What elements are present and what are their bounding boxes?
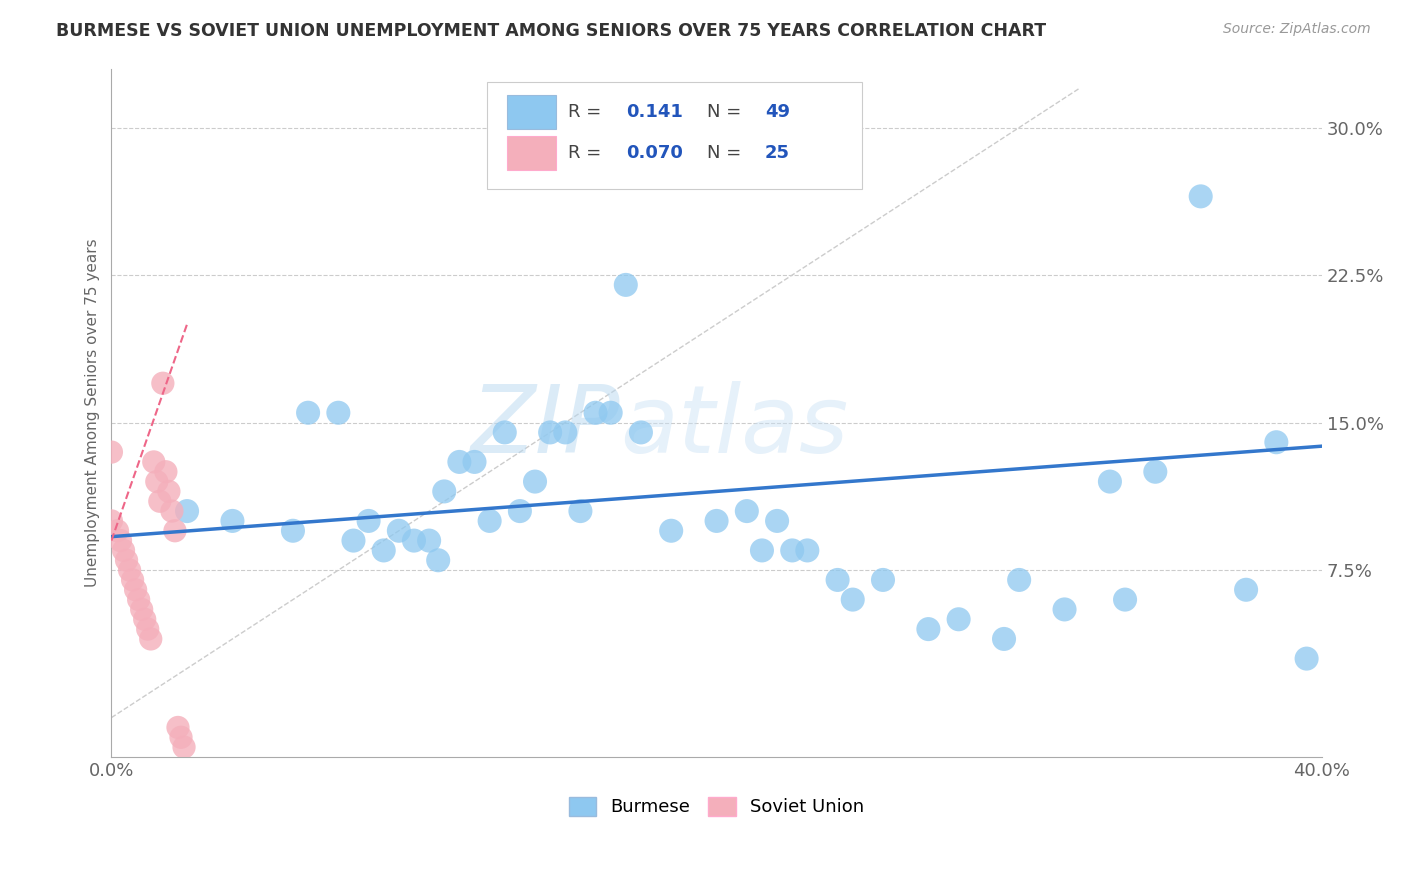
Point [1114, 592, 1136, 607]
Point [155, 465, 177, 479]
Point [585, 406, 607, 420]
Point [112, 543, 135, 558]
Point [388, 524, 411, 538]
Point [110, 533, 132, 548]
Point [478, 514, 501, 528]
Point [1234, 582, 1257, 597]
Point [157, 484, 180, 499]
Point [1144, 465, 1167, 479]
Point [463, 455, 485, 469]
Point [1008, 573, 1031, 587]
Point [599, 406, 621, 420]
Point [766, 514, 789, 528]
Point [614, 277, 637, 292]
Point [433, 484, 456, 499]
Point [128, 592, 150, 607]
Point [139, 632, 162, 646]
Point [107, 524, 129, 538]
Point [659, 524, 682, 538]
Point [449, 455, 471, 469]
Point [134, 612, 156, 626]
Point [1053, 602, 1076, 616]
Point [160, 504, 183, 518]
Point [509, 504, 531, 518]
Point [418, 533, 440, 548]
Point [1295, 651, 1317, 665]
Point [917, 622, 939, 636]
Point [328, 406, 350, 420]
Point [872, 573, 894, 587]
Text: R =: R = [568, 145, 607, 162]
Point [373, 543, 395, 558]
Point [100, 514, 122, 528]
Point [827, 573, 849, 587]
Text: atlas: atlas [620, 381, 848, 472]
Point [167, 721, 190, 735]
Point [796, 543, 818, 558]
Point [297, 406, 319, 420]
Point [494, 425, 516, 440]
Point [427, 553, 450, 567]
Point [115, 553, 138, 567]
Text: BURMESE VS SOVIET UNION UNEMPLOYMENT AMONG SENIORS OVER 75 YEARS CORRELATION CHA: BURMESE VS SOVIET UNION UNEMPLOYMENT AMO… [56, 22, 1046, 40]
Point [569, 504, 592, 518]
Point [1265, 435, 1288, 450]
Point [118, 563, 141, 577]
Point [675, 160, 697, 174]
Text: 0.070: 0.070 [626, 145, 683, 162]
Point [751, 543, 773, 558]
Text: ZIP: ZIP [470, 381, 620, 472]
Point [173, 740, 195, 755]
Text: 25: 25 [765, 145, 790, 162]
Text: N =: N = [707, 145, 747, 162]
FancyBboxPatch shape [486, 82, 862, 189]
Point [163, 524, 186, 538]
Point [221, 514, 243, 528]
Text: Source: ZipAtlas.com: Source: ZipAtlas.com [1223, 22, 1371, 37]
Point [706, 514, 728, 528]
Point [538, 425, 561, 440]
Point [146, 475, 169, 489]
Point [136, 622, 159, 636]
Text: 49: 49 [765, 103, 790, 121]
Point [524, 475, 547, 489]
Point [357, 514, 380, 528]
Text: R =: R = [568, 103, 607, 121]
Point [1189, 189, 1212, 203]
Point [1098, 475, 1121, 489]
Text: N =: N = [707, 103, 747, 121]
Point [402, 533, 425, 548]
Point [121, 573, 143, 587]
Point [841, 592, 863, 607]
Point [152, 376, 174, 391]
Point [149, 494, 172, 508]
Legend: Burmese, Soviet Union: Burmese, Soviet Union [562, 789, 872, 823]
Point [131, 602, 153, 616]
Text: 0.141: 0.141 [626, 103, 683, 121]
Point [170, 731, 193, 745]
Point [124, 582, 146, 597]
Point [993, 632, 1015, 646]
Point [630, 425, 652, 440]
Point [281, 524, 304, 538]
FancyBboxPatch shape [508, 136, 555, 170]
FancyBboxPatch shape [508, 95, 555, 129]
Point [100, 445, 122, 459]
Point [554, 425, 576, 440]
Y-axis label: Unemployment Among Seniors over 75 years: Unemployment Among Seniors over 75 years [86, 238, 100, 587]
Point [342, 533, 364, 548]
Point [176, 504, 198, 518]
Point [142, 455, 165, 469]
Point [780, 543, 803, 558]
Point [735, 504, 758, 518]
Point [948, 612, 970, 626]
